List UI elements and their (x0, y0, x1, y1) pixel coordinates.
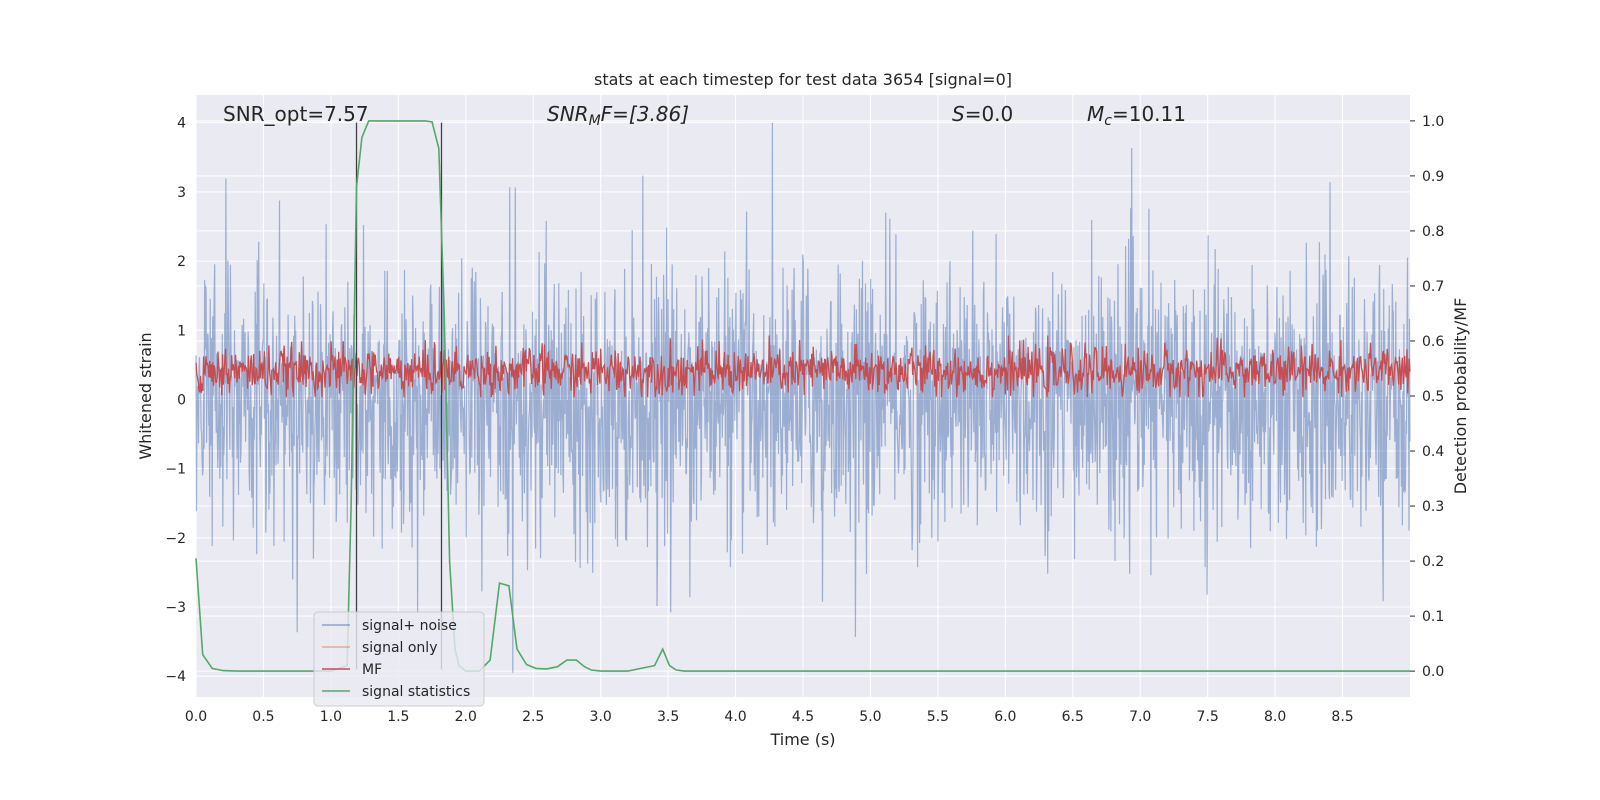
x-tick-label: 6.0 (994, 709, 1016, 725)
ticks-layer: 0.0 0.5 1.0 1.5 2.0 2.5 3.0 3.5 4.0 4.5 5.0 5.5 6.0 6… (165, 114, 1444, 725)
legend-label-noise: signal+ noise (362, 618, 457, 634)
legend: signal+ noise signal only MF signal stat… (313, 611, 485, 707)
legend-label-stats: signal statistics (362, 684, 470, 700)
s-rest: =0.0 (965, 102, 1014, 126)
x-tick-label: 2.0 (455, 709, 477, 725)
mc-sub: c (1104, 113, 1112, 129)
x-tick-label: 7.0 (1129, 709, 1151, 725)
y-tick-label-right: 0.3 (1422, 499, 1444, 515)
x-axis-label: Time (s) (769, 730, 835, 749)
x-tick-label: 0.0 (185, 709, 207, 725)
y-axis-label-left: Whitened strain (136, 332, 155, 459)
legend-label-mf: MF (362, 662, 382, 678)
y-tick-label-left: −4 (165, 669, 186, 685)
series-noise (195, 122, 1411, 673)
x-tick-label: 3.0 (590, 709, 612, 725)
annotation-snr-mf: SNRMF=[3.86] (547, 102, 689, 129)
annotation-mc: Mc=10.11 (1087, 102, 1186, 129)
chart-title: stats at each timestep for test data 365… (594, 70, 1012, 89)
x-tick-label: 3.5 (657, 709, 679, 725)
mc-rest: =10.11 (1112, 102, 1186, 126)
legend-box (313, 611, 485, 707)
x-tick-label: 5.5 (927, 709, 949, 725)
x-tick-label: 4.5 (792, 709, 814, 725)
y-tick-label-right: 0.2 (1422, 554, 1444, 570)
y-tick-label-right: 0.5 (1422, 389, 1444, 405)
annotation-snr-opt: SNR_opt=7.57 (223, 102, 369, 126)
y-tick-label-left: 1 (177, 323, 186, 339)
y-tick-label-left: 2 (177, 254, 186, 270)
y-tick-label-left: −2 (165, 531, 186, 547)
snr-mf-sub: M (589, 113, 601, 129)
y-tick-label-left: 3 (177, 185, 186, 201)
x-tick-label: 8.5 (1331, 709, 1353, 725)
x-tick-label: 0.5 (252, 709, 274, 725)
y-tick-label-left: −1 (165, 462, 186, 478)
x-tick-label: 2.5 (522, 709, 544, 725)
x-tick-label: 6.5 (1062, 709, 1084, 725)
snr-mf-rest: F=[3.86] (601, 102, 689, 126)
y-tick-label-right: 1.0 (1422, 114, 1444, 130)
mc-base: M (1087, 102, 1104, 126)
y-tick-label-right: 0.9 (1422, 169, 1444, 185)
s-label: S (952, 102, 965, 126)
x-tick-label: 8.0 (1264, 709, 1286, 725)
snr-mf-base: SNR (547, 102, 589, 126)
y-tick-label-right: 0.7 (1422, 279, 1444, 295)
annotation-s: S=0.0 (952, 102, 1013, 126)
y-tick-label-left: 4 (177, 116, 186, 132)
x-tick-label: 1.0 (320, 709, 342, 725)
y-tick-label-right: 0.1 (1422, 609, 1444, 625)
y-axis-label-right: Detection probability/MF (1451, 298, 1470, 495)
legend-label-signal: signal only (362, 640, 437, 656)
y-tick-label-right: 0.8 (1422, 224, 1444, 240)
y-tick-label-right: 0.4 (1422, 444, 1444, 460)
y-tick-label-right: 0.0 (1422, 664, 1444, 680)
x-tick-label: 7.5 (1197, 709, 1219, 725)
y-tick-label-left: 0 (177, 392, 186, 408)
x-tick-label: 4.0 (724, 709, 746, 725)
y-tick-label-left: −3 (165, 600, 186, 616)
mf-series-layer (195, 335, 1411, 398)
series-mf (195, 335, 1411, 398)
noise-series-layer (195, 122, 1411, 673)
x-tick-label: 5.0 (859, 709, 881, 725)
x-tick-label: 1.5 (387, 709, 409, 725)
y-tick-label-right: 0.6 (1422, 334, 1444, 350)
